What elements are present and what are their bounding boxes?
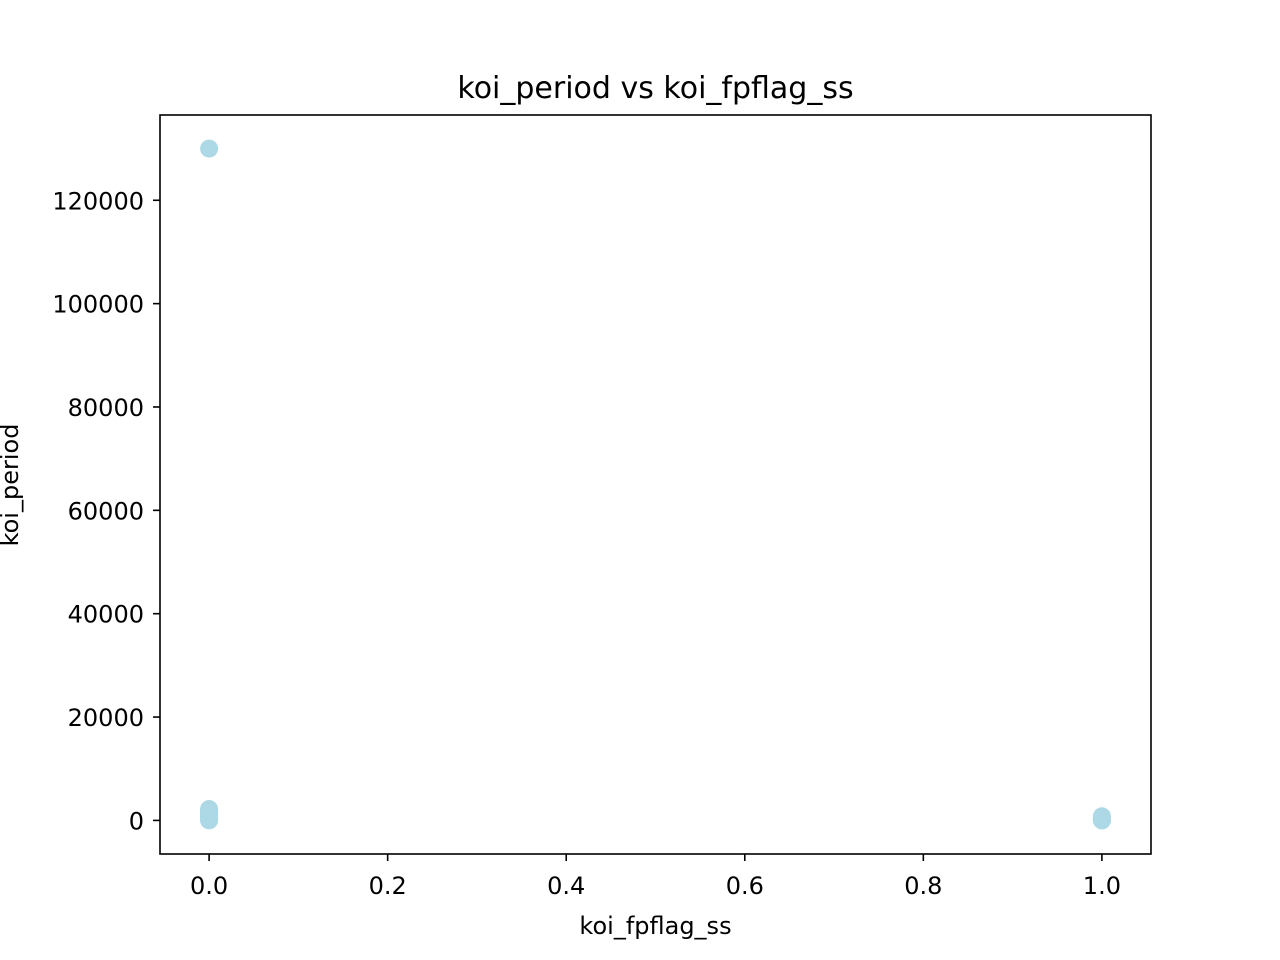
y-tick-label: 80000 xyxy=(68,394,144,422)
y-tick-label: 40000 xyxy=(68,601,144,629)
x-tick-label: 0.0 xyxy=(190,872,228,900)
chart-title: koi_period vs koi_fpflag_ss xyxy=(457,71,853,106)
data-point xyxy=(1092,811,1111,830)
x-tick-label: 0.8 xyxy=(904,872,942,900)
y-axis-label: koi_period xyxy=(0,424,24,547)
x-tick-label: 0.2 xyxy=(369,872,407,900)
x-tick-label: 1.0 xyxy=(1083,872,1121,900)
data-point xyxy=(200,139,219,158)
y-tick-label: 120000 xyxy=(52,187,144,215)
y-tick-label: 0 xyxy=(129,807,144,835)
y-tick-label: 60000 xyxy=(68,497,144,525)
y-tick-label: 100000 xyxy=(52,291,144,319)
x-axis: 0.0 0.2 0.4 0.6 0.8 1.0 xyxy=(190,854,1121,900)
plot-area-frame xyxy=(159,114,1152,855)
x-tick-label: 0.6 xyxy=(726,872,764,900)
y-tick-label: 20000 xyxy=(68,704,144,732)
x-tick-label: 0.4 xyxy=(547,872,585,900)
y-axis: 0 20000 40000 60000 80000 100000 120000 xyxy=(52,187,160,835)
x-axis-label: koi_fpflag_ss xyxy=(579,912,731,940)
data-point xyxy=(200,811,219,830)
data-points xyxy=(200,139,1111,830)
